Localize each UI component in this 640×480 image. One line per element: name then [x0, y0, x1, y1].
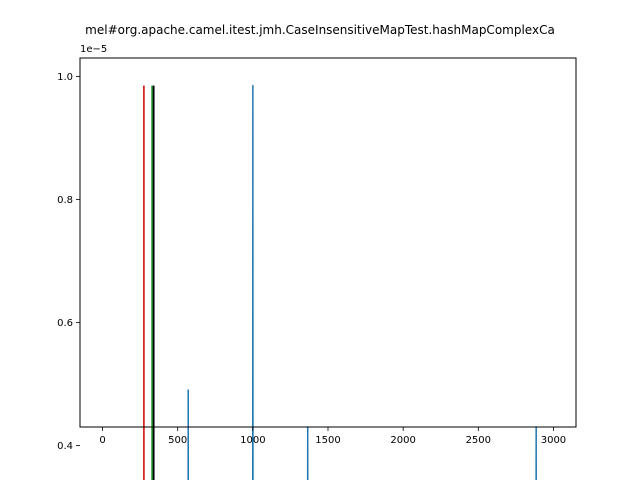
- y-offset-text: 1e−5: [80, 44, 107, 55]
- chart-title: mel#org.apache.camel.itest.jmh.CaseInsen…: [85, 23, 555, 37]
- plot-area: [142, 84, 537, 480]
- x-tick-label: 2500: [466, 435, 491, 446]
- x-tick-label: 2000: [390, 435, 415, 446]
- x-tick-label: 0: [99, 435, 105, 446]
- y-tick-label: 0.4: [57, 441, 73, 452]
- plot-frame: [79, 57, 577, 428]
- x-tick-label: 1000: [240, 435, 265, 446]
- x-tick-label: 1500: [315, 435, 340, 446]
- x-axis: 0 500 1000 1500 2000 2500 3000: [99, 427, 566, 446]
- y-tick-label: 0.6: [57, 318, 73, 329]
- y-axis: 0.20.40.60.81.0: [57, 72, 80, 452]
- x-tick-label: 500: [168, 435, 187, 446]
- y-tick-label: 1.0: [57, 72, 73, 83]
- x-tick-label: 3000: [541, 435, 566, 446]
- y-tick-label: 0.8: [57, 195, 73, 206]
